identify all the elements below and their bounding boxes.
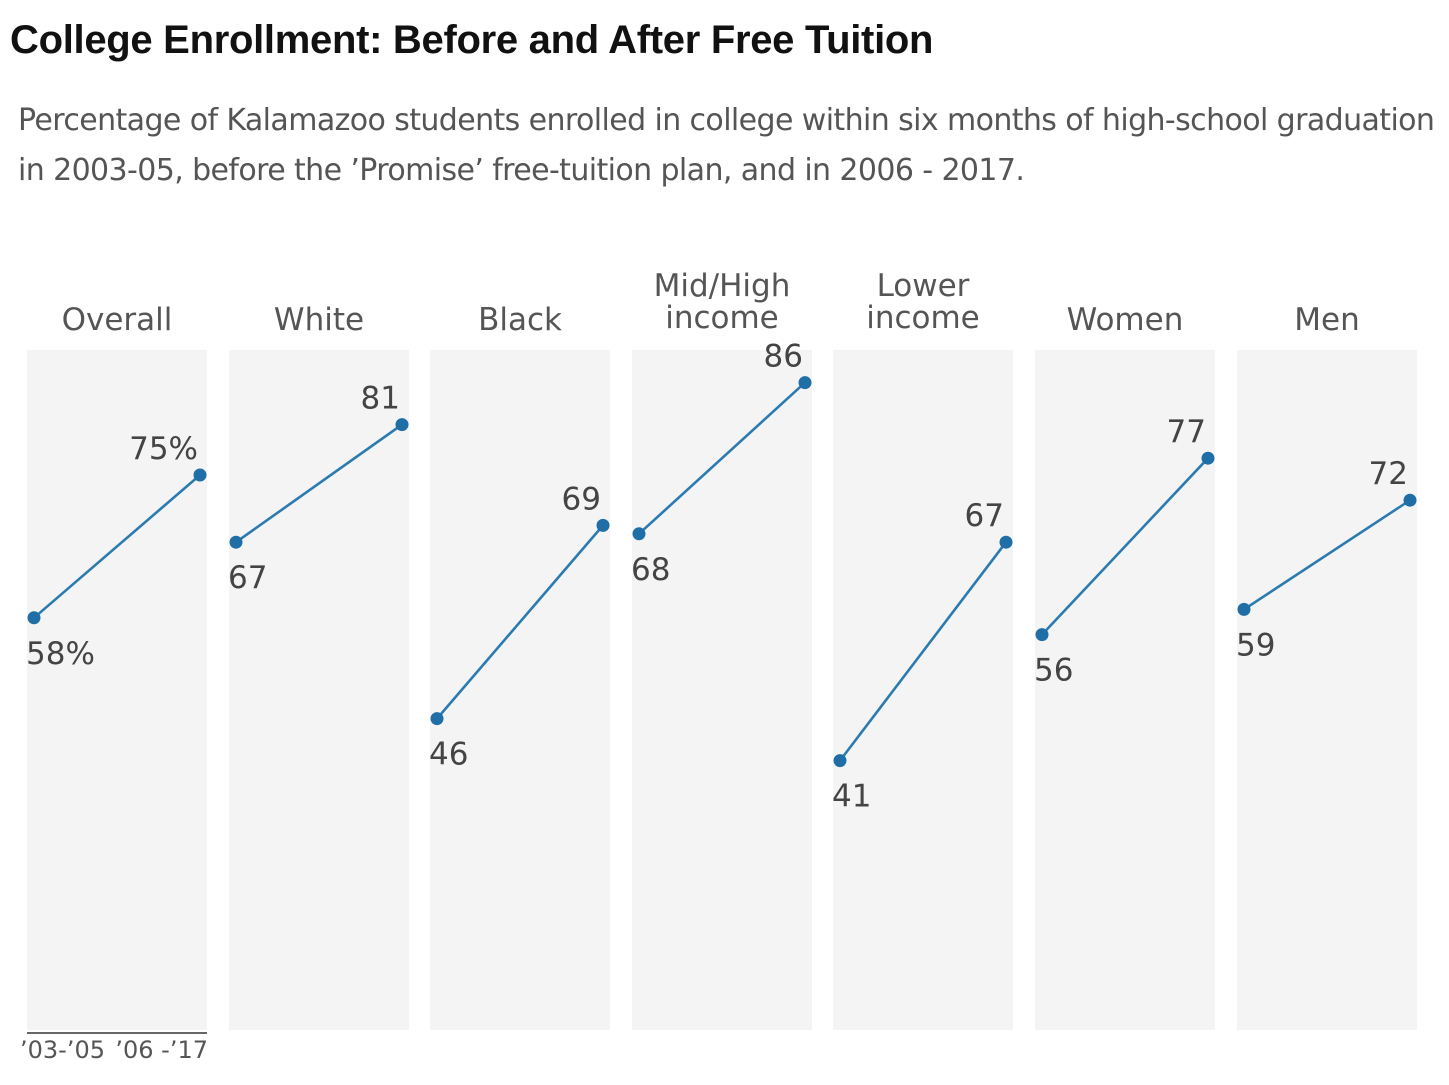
panel-title: income — [665, 300, 779, 336]
panel-background — [1237, 350, 1417, 1030]
series-line — [33, 474, 201, 619]
point-before — [833, 754, 847, 768]
point-after — [1201, 451, 1215, 465]
x-tick-label-after: ’06 -’17 — [115, 1036, 208, 1064]
point-before — [229, 535, 243, 549]
panel-background — [430, 350, 610, 1030]
value-label-before: 41 — [832, 779, 871, 815]
panel-title: Lower — [877, 268, 970, 304]
value-label-before: 59 — [1236, 627, 1275, 663]
point-before — [1035, 628, 1049, 642]
chart-subtitle: Percentage of Kalamazoo students enrolle… — [18, 103, 1435, 188]
point-after — [395, 418, 409, 432]
value-label-after: 75% — [129, 431, 198, 467]
value-label-after: 67 — [965, 498, 1004, 534]
point-after — [193, 468, 207, 482]
panel-background — [632, 350, 812, 1030]
value-label-after: 77 — [1167, 414, 1206, 450]
panel-title: Black — [478, 302, 562, 338]
series-line — [638, 381, 806, 535]
value-label-after: 69 — [562, 481, 601, 517]
value-label-before: 67 — [228, 560, 267, 596]
point-before — [1237, 602, 1251, 616]
value-label-after: 86 — [764, 339, 803, 375]
panel-white: White 67 81 — [228, 302, 409, 1030]
point-after — [1403, 493, 1417, 507]
panel-background — [1035, 350, 1215, 1030]
panel-overall: Overall 58% 75% — [26, 302, 207, 1030]
panel-title: income — [866, 300, 980, 336]
panel-background — [27, 350, 207, 1030]
value-label-before: 68 — [631, 552, 670, 588]
panel-black: Black 46 69 — [429, 302, 610, 1030]
panel-title: White — [274, 302, 364, 338]
point-before — [27, 611, 41, 625]
point-before — [632, 527, 646, 541]
series-line — [838, 541, 1008, 762]
panel-title: Men — [1294, 302, 1359, 338]
panel-title: Mid/High — [654, 268, 791, 304]
panel-men: Men 59 72 — [1236, 302, 1417, 1030]
value-label-before: 58% — [26, 636, 95, 672]
series-line — [436, 524, 604, 720]
series-line — [1243, 499, 1411, 611]
panel-title: Overall — [62, 302, 173, 338]
point-after — [798, 376, 812, 390]
panel-women: Women 56 77 — [1034, 302, 1215, 1030]
value-label-before: 56 — [1034, 653, 1073, 689]
x-tick-label-before: ’03-’05 — [20, 1036, 105, 1064]
value-label-before: 46 — [429, 737, 468, 773]
panel-background — [229, 350, 409, 1030]
point-after — [999, 535, 1013, 549]
panel-background — [833, 350, 1013, 1030]
series-line — [1041, 457, 1209, 636]
series-line — [235, 423, 403, 544]
value-label-after: 81 — [361, 381, 400, 417]
value-label-after: 72 — [1369, 456, 1408, 492]
chart-title: College Enrollment: Before and After Fre… — [10, 18, 934, 62]
panel-title: Women — [1067, 302, 1184, 338]
point-before — [430, 712, 444, 726]
point-after — [596, 518, 610, 532]
